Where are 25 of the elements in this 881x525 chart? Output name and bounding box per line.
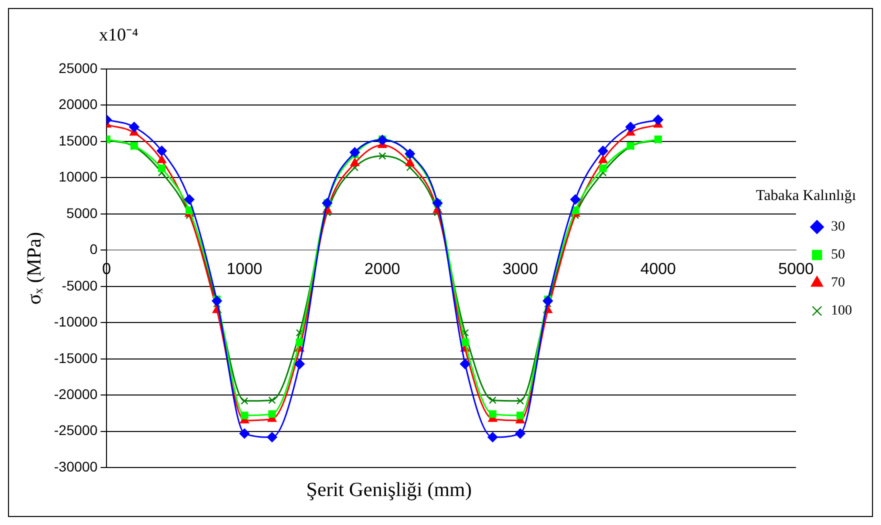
y-tick-label: 20000 <box>58 96 98 112</box>
x-tick-label: 3000 <box>502 261 538 278</box>
y-tick-label: -20000 <box>54 386 98 402</box>
x-tick-label: 2000 <box>364 261 400 278</box>
x-tick-label: 4000 <box>640 261 676 278</box>
x-axis-title: Şerit Genişliği (mm) <box>305 479 473 502</box>
y-tick-label: -15000 <box>54 350 98 366</box>
y-tick-label: -5000 <box>62 277 98 294</box>
legend-label: 70 <box>831 276 845 291</box>
y-tick-label: 25000 <box>58 60 98 76</box>
y-tick-label: -30000 <box>54 458 98 474</box>
y-tick-label: 0 <box>90 241 98 258</box>
y-axis-title: σₓ (MPa) <box>23 232 46 305</box>
x-tick-label: 1000 <box>226 261 262 278</box>
y-tick-label: -10000 <box>54 314 98 330</box>
y-tick-label: -25000 <box>54 422 98 438</box>
legend-label: 30 <box>831 220 845 235</box>
y-tick-label: 10000 <box>58 168 98 185</box>
text: x10⁻⁴ <box>99 24 138 45</box>
legend-label: 100 <box>831 304 852 319</box>
legend-label: 50 <box>831 248 845 263</box>
x-tick-label: 5000 <box>778 261 814 278</box>
legend-title: Tabaka Kalınlığı <box>746 187 866 206</box>
y-tick-label: 5000 <box>66 204 98 221</box>
y-tick-label: 15000 <box>58 132 98 148</box>
